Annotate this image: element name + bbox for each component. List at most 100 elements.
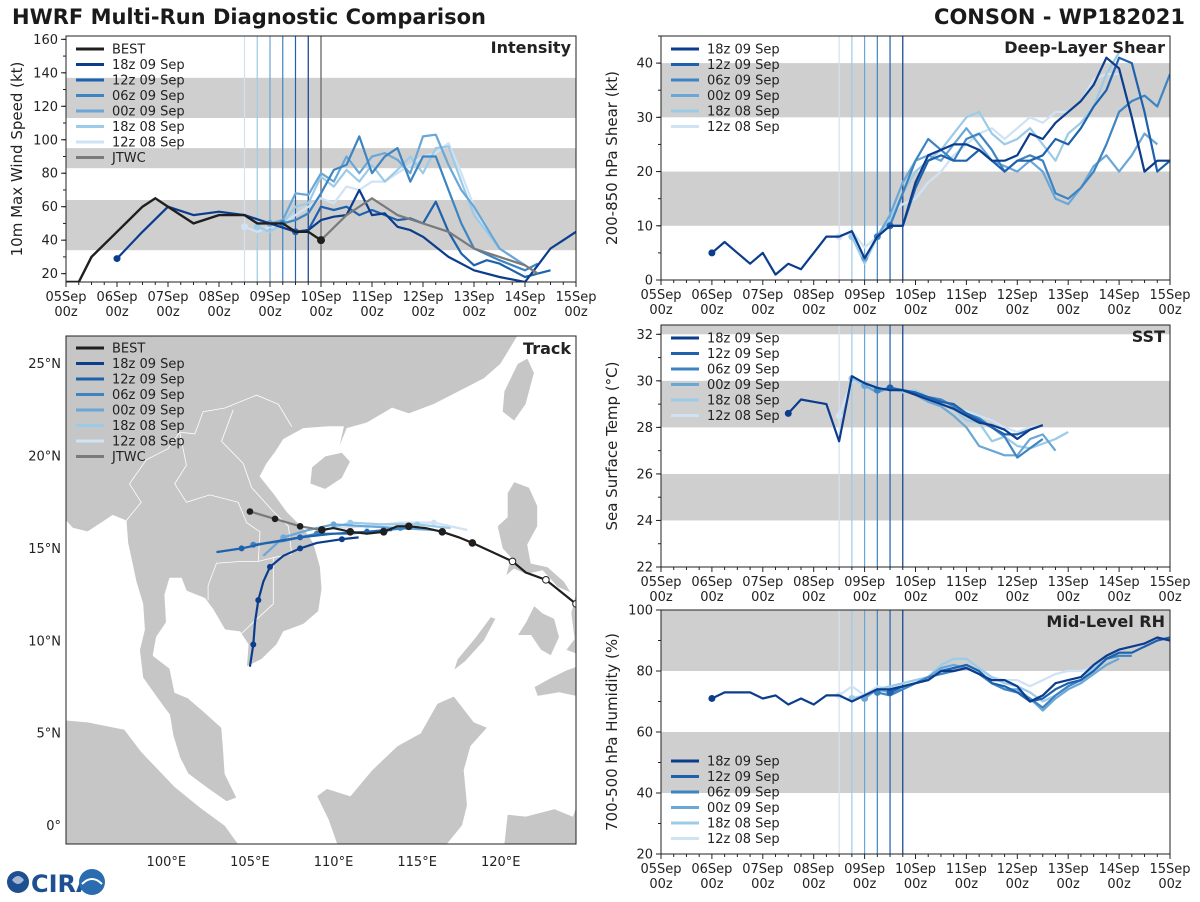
y-axis-label: 200-850 hPa Shear (kt) bbox=[603, 71, 621, 245]
latitude-label: 10°N bbox=[28, 634, 61, 649]
y-tick-label: 60 bbox=[41, 200, 58, 215]
x-tick-label: 07Sep bbox=[742, 575, 783, 590]
series-line bbox=[876, 73, 1170, 238]
land-mass bbox=[66, 719, 239, 844]
legend-label: 18z 09 Sep bbox=[112, 357, 185, 372]
x-tick-label-hour: 00z bbox=[1107, 877, 1131, 892]
x-tick-label-hour: 00z bbox=[156, 305, 180, 320]
series-line bbox=[711, 56, 1170, 276]
x-tick-label-hour: 00z bbox=[751, 877, 775, 892]
x-tick-label-hour: 00z bbox=[1057, 877, 1081, 892]
x-tick-label: 09Sep bbox=[844, 862, 885, 877]
latitude-label: 25°N bbox=[28, 357, 61, 372]
x-tick-label: 05Sep bbox=[640, 288, 681, 303]
jtwc-track-point bbox=[271, 515, 279, 523]
x-tick-label-hour: 00z bbox=[649, 877, 673, 892]
legend-label: 06z 09 Sep bbox=[707, 363, 780, 378]
x-tick-label: 14Sep bbox=[1099, 288, 1140, 303]
y-tick-label: 20 bbox=[41, 267, 58, 282]
land-mass bbox=[516, 605, 560, 657]
legend-label: 18z 08 Sep bbox=[707, 105, 780, 120]
legend-label: 00z 09 Sep bbox=[707, 89, 780, 104]
y-tick-label: 100 bbox=[628, 604, 653, 619]
x-tick-label-hour: 00z bbox=[802, 303, 826, 318]
country-border bbox=[221, 409, 293, 562]
forecast-track-point bbox=[250, 641, 257, 648]
legend-label: 06z 09 Sep bbox=[707, 786, 780, 801]
forecast-track-point bbox=[297, 534, 304, 541]
land-mass bbox=[66, 336, 518, 802]
x-tick-label: 15Sep bbox=[555, 290, 596, 305]
x-tick-label: 06Sep bbox=[691, 288, 732, 303]
x-tick-label: 08Sep bbox=[793, 288, 834, 303]
series-line bbox=[787, 375, 1044, 443]
country-border bbox=[125, 431, 181, 521]
x-tick-label-hour: 00z bbox=[1107, 303, 1131, 318]
forecast-track-point bbox=[330, 521, 337, 528]
legend-label: 18z 08 Sep bbox=[112, 120, 185, 135]
x-tick-label: 11Sep bbox=[946, 288, 987, 303]
latitude-label: 5°N bbox=[37, 727, 62, 742]
x-tick-label-hour: 00z bbox=[649, 303, 673, 318]
best-track-point bbox=[379, 528, 388, 536]
y-tick-label: 24 bbox=[636, 514, 653, 529]
x-tick-label-hour: 00z bbox=[700, 877, 724, 892]
land-mass bbox=[503, 806, 576, 844]
x-tick-label-hour: 00z bbox=[955, 877, 979, 892]
series-start-point bbox=[253, 223, 261, 231]
longitude-label: 105°E bbox=[230, 855, 270, 870]
x-tick-label-hour: 00z bbox=[802, 590, 826, 605]
panel-title: Deep-Layer Shear bbox=[1004, 38, 1165, 57]
legend-label: 00z 09 Sep bbox=[707, 801, 780, 816]
plot-area bbox=[66, 36, 576, 282]
y-tick-label: 80 bbox=[41, 167, 58, 182]
x-tick-label-hour: 00z bbox=[1158, 590, 1182, 605]
y-tick-label: 32 bbox=[636, 328, 653, 343]
x-tick-label: 08Sep bbox=[793, 575, 834, 590]
legend-label: 12z 09 Sep bbox=[112, 373, 185, 388]
x-tick-label-hour: 00z bbox=[649, 590, 673, 605]
y-axis-label: 700-500 hPa Humidity (%) bbox=[603, 633, 621, 831]
x-tick-label: 11Sep bbox=[946, 862, 987, 877]
x-tick-label-hour: 00z bbox=[1158, 303, 1182, 318]
best-track-point bbox=[438, 528, 447, 536]
legend-label: 12z 09 Sep bbox=[112, 74, 185, 89]
legend-label: BEST bbox=[112, 342, 145, 357]
y-tick-label: 100 bbox=[33, 133, 58, 148]
x-tick-label-hour: 00z bbox=[904, 877, 928, 892]
y-axis-label: 10m Max Wind Speed (kt) bbox=[8, 62, 26, 257]
x-tick-label: 07Sep bbox=[742, 862, 783, 877]
shear-panel: 01020304005Sep00z06Sep00z07Sep00z08Sep00… bbox=[603, 35, 1191, 318]
x-tick-label-hour: 00z bbox=[1006, 590, 1030, 605]
land-mass bbox=[533, 592, 576, 697]
x-tick-label-hour: 00z bbox=[1057, 590, 1081, 605]
x-tick-label: 15Sep bbox=[1149, 862, 1190, 877]
storm-id-title: CONSON - WP182021 bbox=[934, 5, 1185, 29]
longitude-label: 120°E bbox=[481, 855, 521, 870]
legend-label: JTWC bbox=[111, 450, 146, 465]
shaded-band bbox=[661, 63, 1170, 118]
shaded-band bbox=[661, 732, 1170, 793]
forecast-track-point bbox=[414, 521, 421, 528]
land-mass bbox=[309, 452, 351, 490]
legend-label: 12z 09 Sep bbox=[707, 770, 780, 785]
series-start-point bbox=[113, 255, 121, 263]
series-start-point bbox=[708, 249, 716, 257]
forecast-track-point bbox=[255, 597, 262, 604]
x-tick-label: 10Sep bbox=[895, 288, 936, 303]
longitude-label: 110°E bbox=[314, 855, 354, 870]
best-track-point bbox=[346, 528, 355, 536]
forecast-track-point bbox=[238, 545, 245, 552]
y-tick-label: 10 bbox=[636, 219, 653, 234]
jtwc-line bbox=[320, 196, 539, 275]
legend-label: 18z 09 Sep bbox=[707, 43, 780, 58]
legend-label: 18z 09 Sep bbox=[707, 755, 780, 770]
x-tick-label-hour: 00z bbox=[904, 590, 928, 605]
sst-panel: 22242628303205Sep00z06Sep00z07Sep00z08Se… bbox=[603, 324, 1191, 605]
y-tick-label: 30 bbox=[636, 111, 653, 126]
x-tick-label-hour: 00z bbox=[258, 305, 282, 320]
x-tick-label: 13Sep bbox=[1048, 862, 1089, 877]
x-tick-label-hour: 00z bbox=[853, 590, 877, 605]
series-start-point bbox=[835, 412, 843, 420]
forecast-track-line bbox=[333, 521, 468, 532]
